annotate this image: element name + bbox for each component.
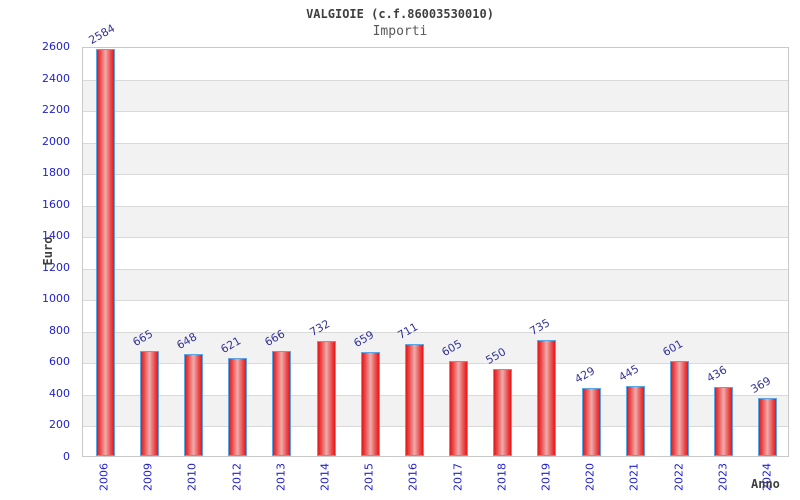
gridline bbox=[83, 142, 788, 144]
x-tick-label: 2015 bbox=[362, 463, 376, 491]
bar bbox=[714, 387, 734, 456]
y-tick-label: 1000 bbox=[42, 292, 70, 306]
gridline bbox=[83, 111, 788, 113]
bar-value-label: 369 bbox=[748, 374, 774, 396]
bar bbox=[758, 397, 778, 456]
x-tick-label: 2023 bbox=[716, 463, 730, 491]
x-tick-label: 2017 bbox=[451, 463, 465, 491]
x-tick-label: 2018 bbox=[495, 463, 509, 491]
bar bbox=[625, 385, 645, 456]
y-tick-label: 2400 bbox=[42, 71, 70, 85]
bar-value-label: 436 bbox=[704, 363, 730, 386]
x-tick-label: 2022 bbox=[672, 463, 686, 491]
y-tick-label: 2000 bbox=[42, 134, 70, 148]
x-tick-label: 2020 bbox=[583, 463, 597, 491]
y-tick-label: 2600 bbox=[42, 40, 70, 53]
chart-title: VALGIOIE (c.f.86003530010) bbox=[306, 7, 494, 21]
bar bbox=[139, 351, 159, 456]
x-tick-label: 2016 bbox=[406, 463, 420, 491]
gridline bbox=[83, 268, 788, 270]
grid-band bbox=[83, 205, 788, 238]
y-axis-label: Euro bbox=[41, 236, 55, 266]
gridline bbox=[83, 331, 788, 333]
bar-value-label: 445 bbox=[616, 362, 642, 384]
gridline bbox=[83, 394, 788, 396]
x-tick-label: 2013 bbox=[274, 463, 288, 491]
bar bbox=[316, 340, 336, 456]
gridline bbox=[83, 174, 788, 176]
plot-area: 2584 665 648 621 666 732 659 711 605 550 735 429 445… bbox=[82, 21, 789, 457]
bar bbox=[404, 343, 424, 456]
x-tick-label: 2012 bbox=[230, 463, 244, 491]
x-axis-label: Anno bbox=[751, 477, 780, 491]
y-tick-label: 400 bbox=[49, 386, 70, 400]
y-tick-label: 600 bbox=[49, 355, 70, 369]
bar bbox=[670, 361, 690, 456]
bar bbox=[449, 360, 469, 456]
bar bbox=[228, 358, 248, 456]
bar bbox=[360, 352, 380, 456]
grid-band bbox=[83, 268, 788, 301]
gridline bbox=[83, 79, 788, 81]
gridline bbox=[83, 363, 788, 365]
y-tick-label: 800 bbox=[49, 323, 70, 337]
x-tick-label: 2006 bbox=[97, 463, 111, 491]
x-tick-label: 2009 bbox=[141, 463, 155, 491]
y-tick-label: 200 bbox=[49, 418, 70, 432]
bar bbox=[537, 340, 557, 456]
y-tick-label: 1400 bbox=[42, 229, 70, 243]
x-tick-label: 2019 bbox=[539, 463, 553, 491]
bar-value-label: 429 bbox=[572, 364, 597, 387]
gridline bbox=[83, 237, 788, 239]
y-tick-label: 2200 bbox=[42, 103, 70, 117]
x-tick-label: 2010 bbox=[185, 463, 199, 491]
bar bbox=[272, 350, 292, 456]
y-tick-label: 1600 bbox=[42, 197, 70, 211]
bar bbox=[581, 388, 601, 456]
gridline bbox=[83, 426, 788, 428]
bar bbox=[183, 353, 203, 456]
y-tick-label: 0 bbox=[63, 450, 70, 463]
gridline bbox=[83, 205, 788, 207]
x-tick-label: 2014 bbox=[318, 463, 332, 491]
gridline bbox=[83, 300, 788, 302]
grid-band bbox=[83, 79, 788, 112]
y-tick-label: 1200 bbox=[42, 260, 70, 274]
y-tick-label: 1800 bbox=[42, 166, 70, 180]
bar bbox=[95, 48, 115, 456]
chart-subtitle: Importi bbox=[372, 24, 428, 39]
x-tick-label: 2021 bbox=[627, 463, 641, 491]
bar bbox=[493, 369, 513, 456]
grid-band bbox=[83, 142, 788, 175]
